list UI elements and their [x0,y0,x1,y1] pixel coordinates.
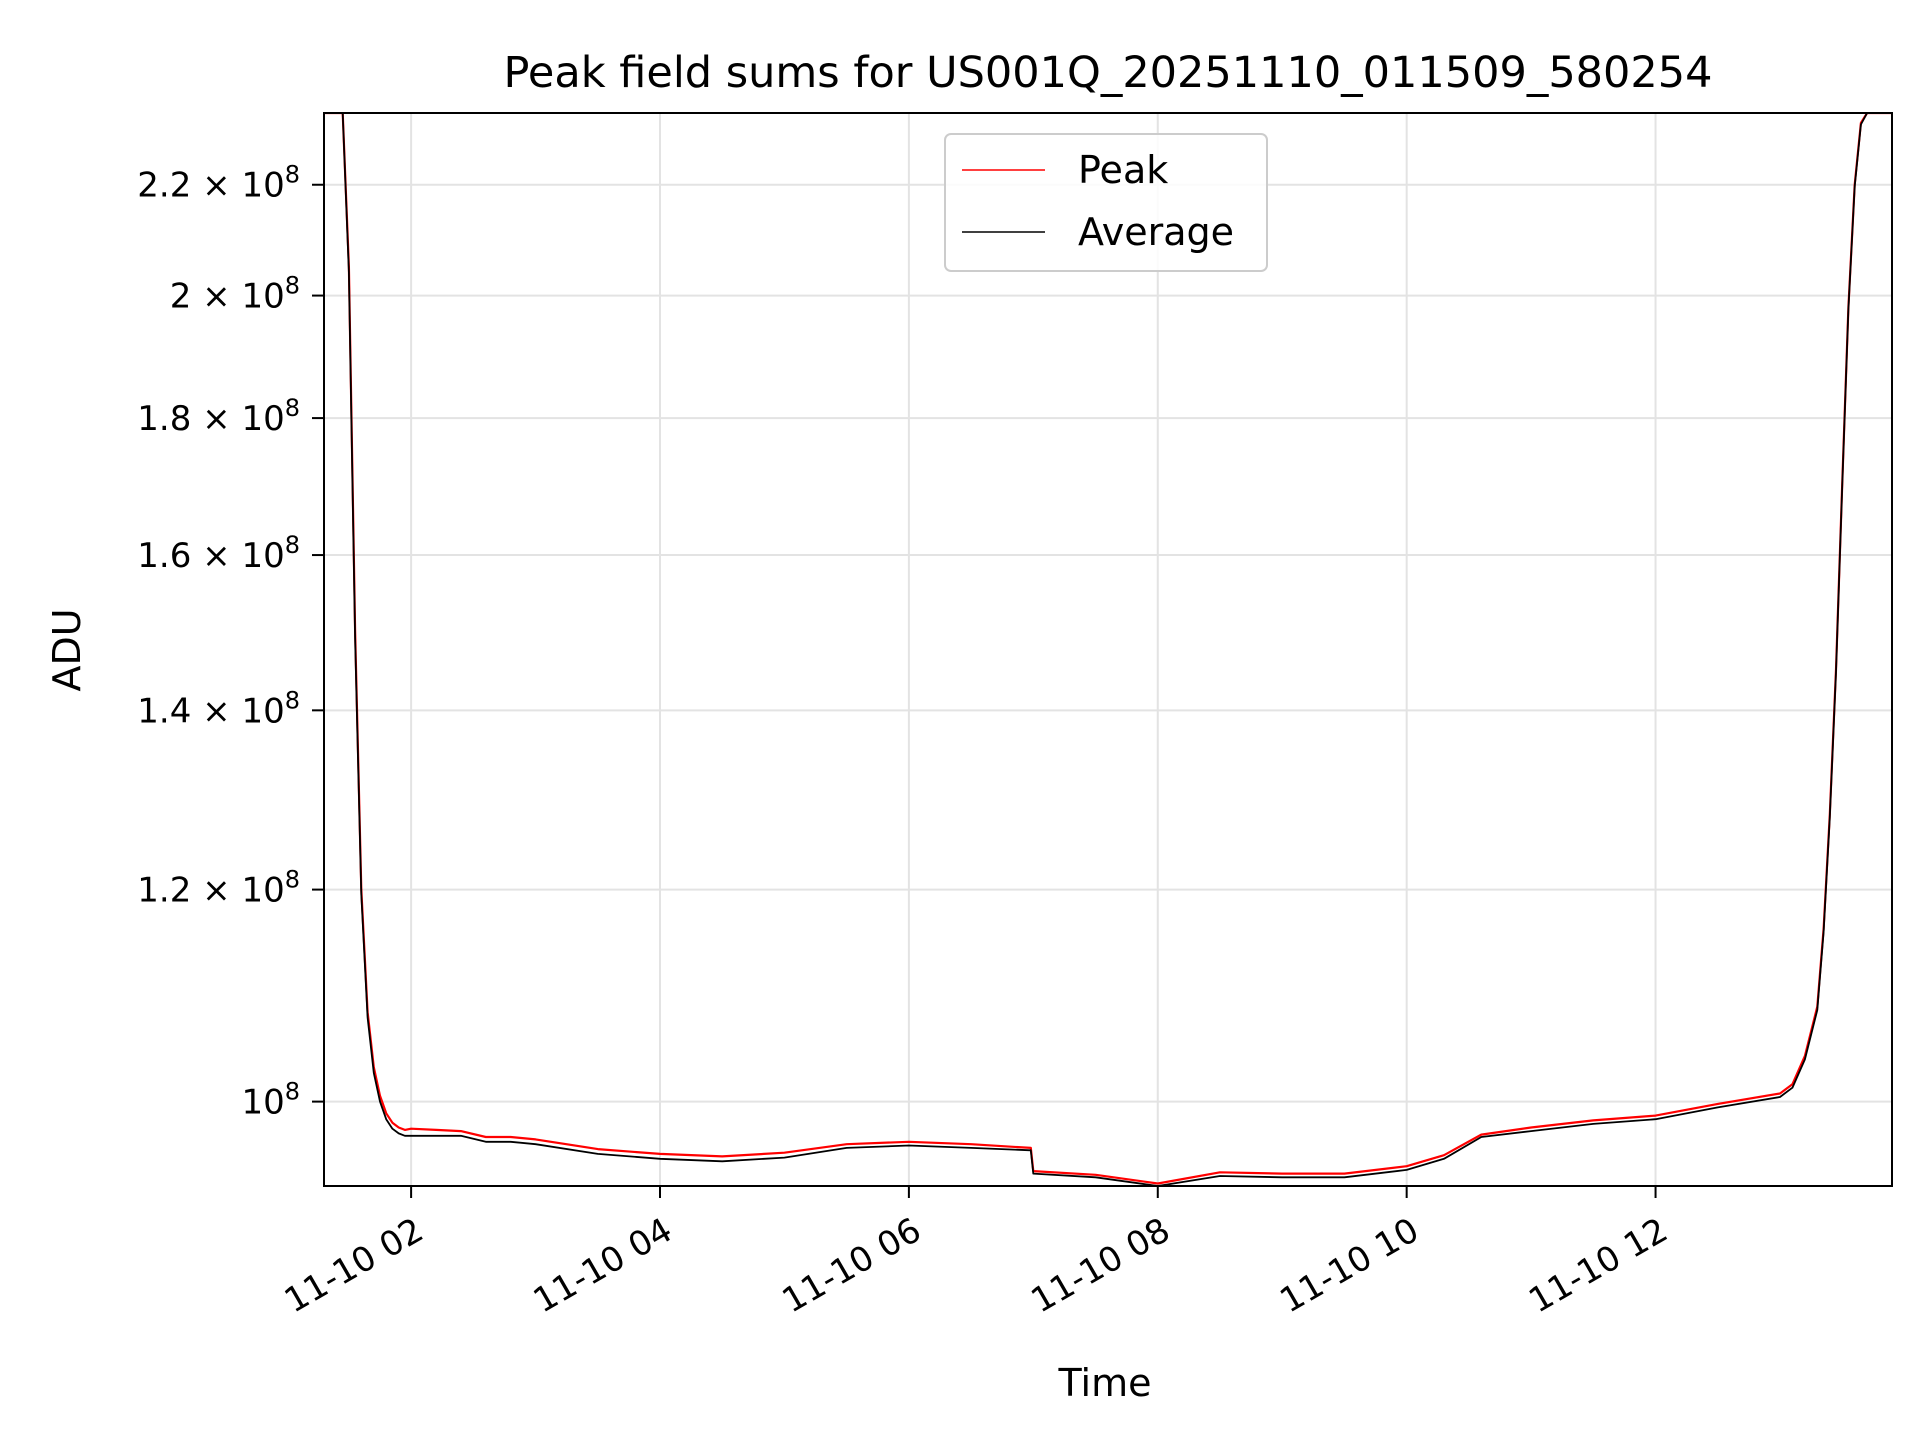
y-tick-label: 108 [241,1078,300,1123]
legend-box [944,133,1268,272]
y-tick-label: 2.2 × 108 [137,161,300,206]
legend: Peak Average [944,133,1268,272]
y-tick-label: 1.6 × 108 [137,531,300,576]
y-tick-label: 1.4 × 108 [137,686,300,731]
chart-title: Peak field sums for US001Q_20251110_0115… [504,48,1713,98]
series-line-average [324,113,1892,1186]
plot-frame [323,112,1893,1187]
legend-label-average: Average [1078,210,1234,254]
y-axis-label: ADU [45,608,89,691]
series-layer [324,113,1892,1186]
grid [324,113,1892,1186]
y-axis: 108 1.2 × 108 1.4 × 108 1.6 × 108 1.8 × 108 2… [137,161,324,1123]
y-tick-label: 2 × 108 [170,272,300,317]
y-tick-label: 1.2 × 108 [137,866,300,911]
y-tick-label: 1.8 × 108 [137,394,300,439]
x-axis-label: Time [1058,1361,1152,1405]
legend-label-peak: Peak [1078,148,1168,192]
